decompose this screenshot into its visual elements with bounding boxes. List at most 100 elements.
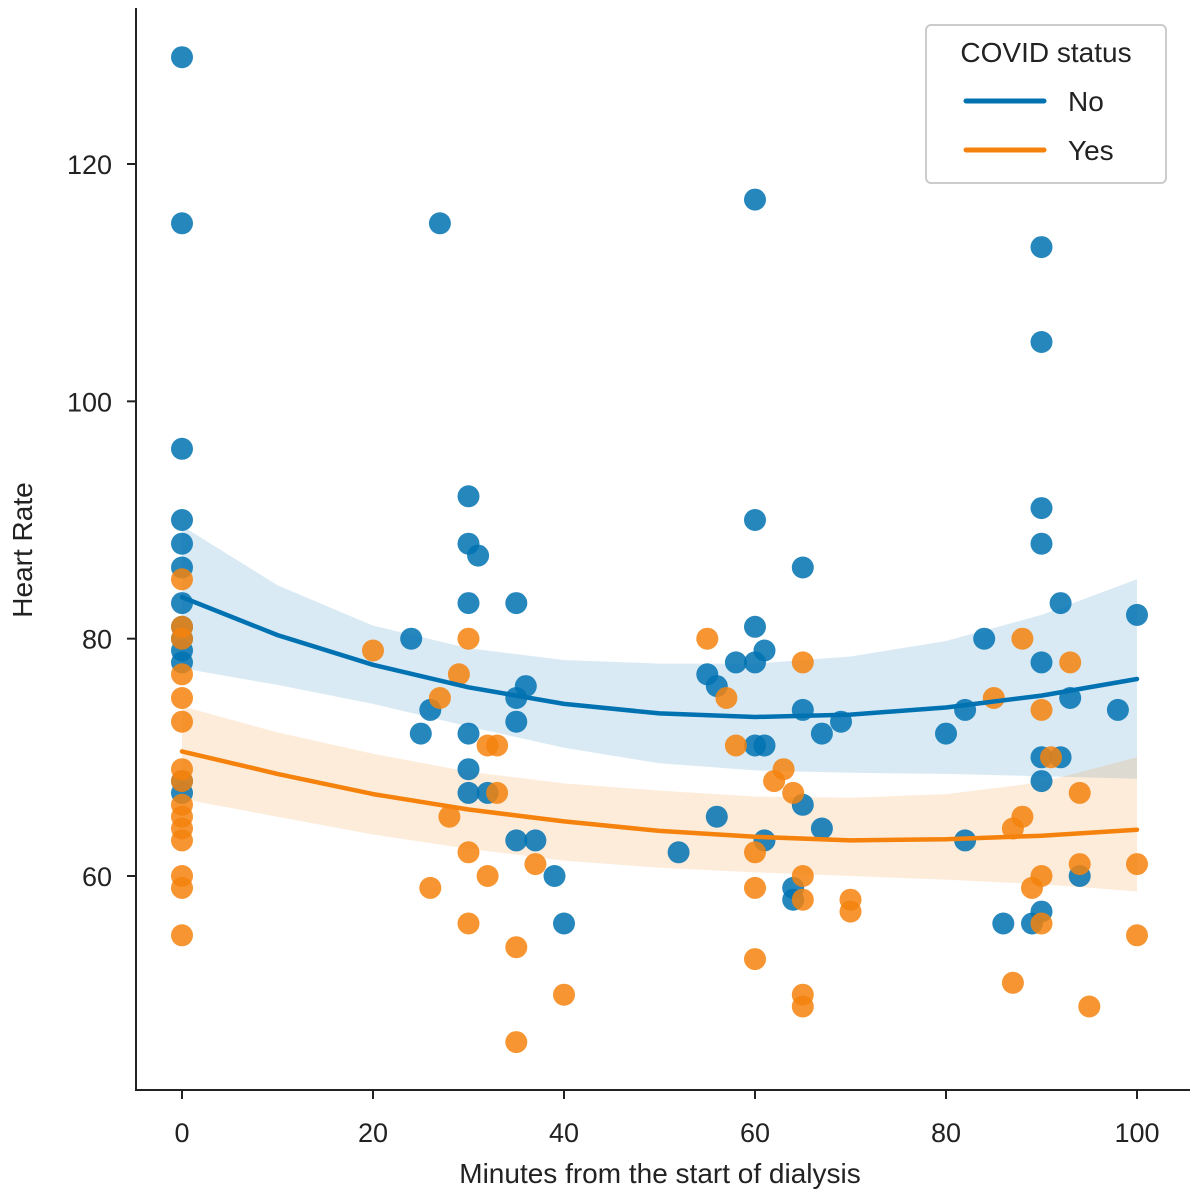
data-point-yes	[1030, 865, 1053, 887]
data-point-no	[1106, 698, 1129, 721]
data-point-yes	[724, 734, 747, 757]
data-point-yes	[428, 687, 451, 709]
data-point-yes	[1078, 995, 1101, 1018]
y-tick-label: 120	[67, 150, 112, 180]
data-point-no	[553, 912, 575, 935]
y-axis-ticks: 60 80 100 120	[67, 150, 136, 892]
data-point-no	[810, 817, 833, 840]
data-point-no	[744, 615, 766, 638]
data-point-no	[457, 592, 480, 615]
data-point-no	[428, 212, 451, 235]
data-point-no	[409, 722, 432, 745]
ci-band-no	[182, 525, 1137, 779]
data-point-yes	[486, 734, 509, 757]
data-point-no	[171, 509, 193, 531]
data-point-yes	[171, 876, 193, 899]
data-point-no	[744, 188, 766, 211]
data-point-yes	[1011, 805, 1034, 828]
data-point-no	[744, 509, 766, 531]
y-axis-label: Heart Rate	[7, 482, 38, 617]
data-point-yes	[171, 829, 193, 852]
data-point-no	[753, 734, 776, 757]
data-point-no	[457, 485, 480, 508]
x-tick-label: 100	[1114, 1118, 1159, 1148]
x-tick-label: 20	[358, 1118, 388, 1148]
data-point-no	[524, 829, 547, 852]
data-point-yes	[782, 781, 805, 804]
data-point-no	[1030, 532, 1053, 555]
data-point-yes	[744, 876, 766, 899]
data-point-yes	[171, 924, 193, 947]
x-axis-ticks: 0 20 40 60 80 100	[174, 1090, 1160, 1148]
data-point-yes	[457, 912, 480, 935]
data-point-no	[935, 722, 957, 745]
data-point-yes	[362, 639, 384, 662]
data-point-yes	[171, 568, 193, 591]
data-point-no	[543, 865, 566, 887]
data-point-no	[457, 722, 480, 745]
data-point-yes	[171, 710, 193, 733]
data-point-no	[724, 651, 747, 674]
data-point-yes	[1030, 698, 1053, 721]
data-point-no	[171, 46, 193, 69]
data-point-no	[791, 556, 814, 579]
data-point-no	[505, 710, 528, 733]
y-tick-label: 60	[82, 862, 112, 892]
data-point-yes	[791, 888, 814, 911]
data-point-no	[810, 722, 833, 745]
data-point-yes	[171, 627, 193, 650]
data-point-no	[171, 437, 193, 460]
data-point-no	[457, 781, 480, 804]
data-point-yes	[1059, 651, 1082, 674]
data-point-yes	[505, 936, 528, 959]
x-tick-label: 0	[174, 1118, 189, 1148]
data-point-yes	[715, 687, 738, 709]
data-point-no	[992, 912, 1015, 935]
data-point-yes	[791, 995, 814, 1018]
x-tick-label: 40	[549, 1118, 579, 1148]
data-point-yes	[171, 770, 193, 793]
fit-line-no	[179, 594, 1140, 720]
data-point-no	[514, 675, 537, 698]
data-point-yes	[438, 805, 461, 828]
fit-line-yes	[179, 749, 1140, 843]
data-point-no	[973, 627, 996, 650]
data-point-yes	[171, 663, 193, 686]
data-point-no	[1030, 770, 1053, 793]
legend: COVID status No Yes	[925, 24, 1167, 184]
data-point-no	[505, 592, 528, 615]
data-point-yes	[171, 687, 193, 709]
data-point-yes	[1068, 853, 1091, 876]
data-point-yes	[1001, 971, 1024, 994]
y-tick-label: 80	[82, 625, 112, 655]
data-point-yes	[791, 865, 814, 887]
data-point-no	[1049, 592, 1072, 615]
data-point-yes	[457, 841, 480, 864]
data-point-no	[457, 758, 480, 781]
data-point-yes	[447, 663, 470, 686]
data-point-no	[171, 532, 193, 555]
data-point-no	[1126, 603, 1148, 626]
data-point-no	[1030, 236, 1053, 259]
data-point-no	[505, 829, 528, 852]
data-point-no	[400, 627, 423, 650]
data-point-yes	[839, 900, 862, 923]
data-point-no	[753, 639, 776, 662]
x-axis-label: Minutes from the start of dialysis	[459, 1158, 860, 1189]
data-point-yes	[696, 627, 719, 650]
data-point-no	[667, 841, 690, 864]
data-point-yes	[419, 876, 442, 899]
data-point-no	[171, 212, 193, 235]
data-point-yes	[476, 865, 499, 887]
data-point-yes	[1040, 746, 1062, 769]
x-tick-label: 60	[740, 1118, 770, 1148]
data-point-yes	[772, 758, 795, 781]
data-point-yes	[744, 841, 766, 864]
data-point-yes	[1030, 912, 1053, 935]
data-point-yes	[486, 781, 509, 804]
data-point-yes	[1126, 853, 1148, 876]
data-point-yes	[457, 627, 480, 650]
x-tick-label: 80	[931, 1118, 961, 1148]
data-point-no	[705, 805, 728, 828]
